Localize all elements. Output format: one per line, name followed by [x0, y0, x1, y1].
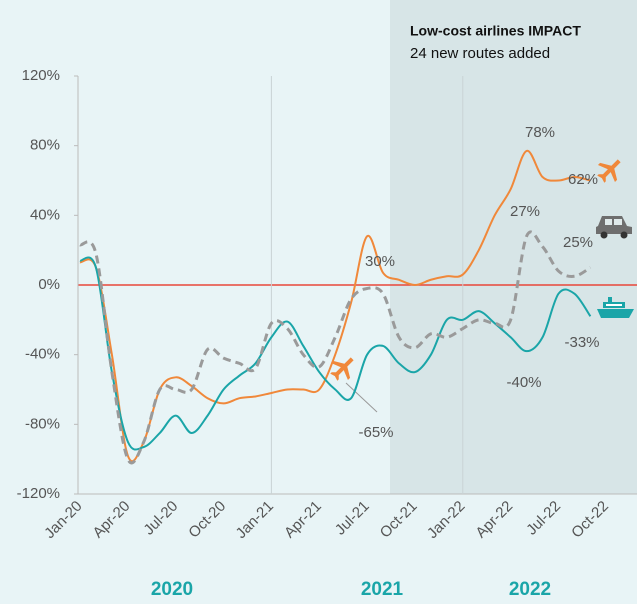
annotation: 62% [568, 171, 598, 188]
plane-icon [330, 357, 354, 381]
year-label: 2021 [361, 579, 404, 600]
x-tick-label: Jan-21 [233, 498, 277, 542]
annotation: -40% [506, 374, 541, 391]
annotation: 25% [563, 234, 593, 251]
x-tick-label: Jul-22 [523, 498, 564, 539]
annotation: -65% [358, 424, 393, 441]
ship-icon [597, 297, 634, 318]
x-tick-label: Jan-22 [424, 498, 468, 542]
y-tick-label: -120% [17, 485, 60, 502]
leader-line [345, 382, 378, 413]
year-label: 2022 [509, 579, 551, 600]
series-line [79, 256, 592, 451]
y-tick-label: 80% [30, 137, 60, 154]
annotation: -33% [564, 334, 599, 351]
x-tick-label: Oct-21 [377, 498, 421, 542]
y-tick-label: 0% [38, 276, 60, 293]
annotation: 27% [510, 203, 540, 220]
x-tick-label: Apr-22 [472, 498, 516, 542]
annotation: 30% [365, 253, 395, 270]
series-line [79, 230, 592, 465]
x-tick-label: Jul-21 [332, 498, 373, 539]
y-tick-label: 120% [22, 67, 60, 84]
annotation-title: Low-cost airlines IMPACT [410, 23, 581, 39]
y-tick-label: -40% [25, 346, 60, 363]
y-tick-label: 40% [30, 206, 60, 223]
x-tick-label: Oct-20 [185, 498, 229, 542]
x-tick-label: Jul-20 [140, 498, 181, 539]
impact-region [390, 0, 637, 494]
x-tick-label: Apr-20 [90, 498, 134, 542]
car-icon [596, 216, 632, 239]
annotation-text: 24 new routes added [410, 45, 550, 62]
year-label: 2020 [151, 579, 193, 600]
plane-icon [597, 159, 621, 183]
x-tick-label: Apr-21 [281, 498, 325, 542]
y-tick-label: -80% [25, 415, 60, 432]
x-tick-label: Jan-20 [41, 498, 85, 542]
x-tick-label: Oct-22 [568, 498, 612, 542]
annotation: 78% [525, 124, 555, 141]
